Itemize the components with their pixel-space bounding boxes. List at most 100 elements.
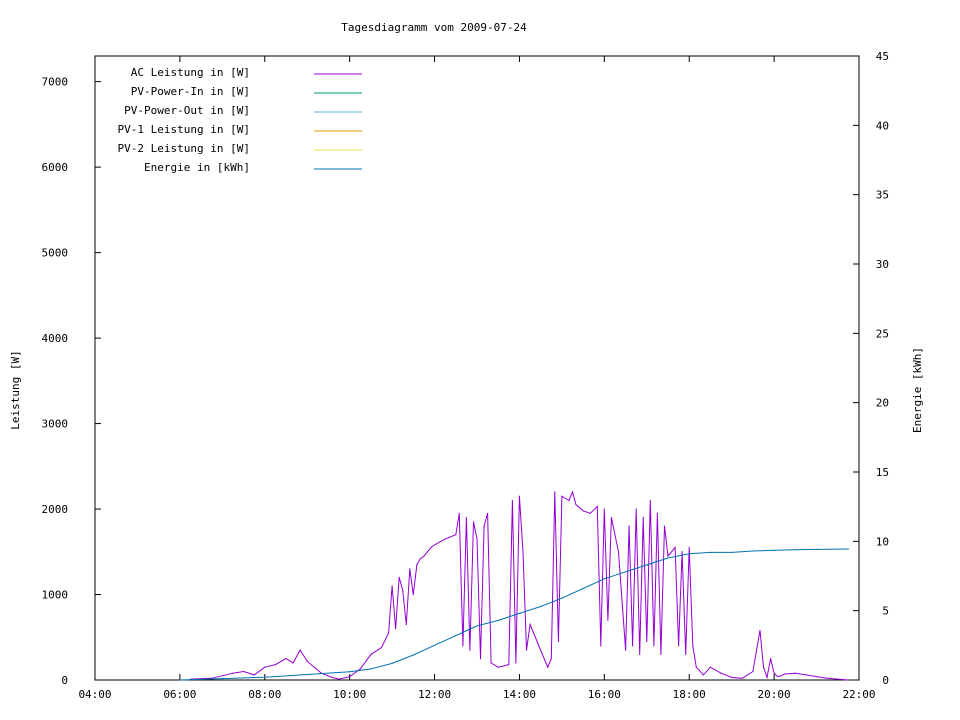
- data-point-ac-leistung-in-w: [702, 674, 704, 676]
- y2-tick-label: 20: [876, 397, 889, 410]
- data-point-ac-leistung-in-w: [444, 538, 446, 540]
- data-point-ac-leistung-in-w: [338, 678, 340, 680]
- data-point-ac-leistung-in-w: [794, 672, 796, 674]
- data-point-ac-leistung-in-w: [674, 546, 676, 549]
- data-point-ac-leistung-in-w: [575, 504, 577, 506]
- data-point-ac-leistung-in-w: [624, 649, 627, 651]
- y-tick-label: 0: [61, 674, 68, 687]
- data-point-ac-leistung-in-w: [692, 645, 694, 647]
- plot-frame: [94, 55, 860, 681]
- data-point-ac-leistung-in-w: [773, 672, 775, 674]
- data-point-ac-leistung-in-w: [299, 649, 301, 651]
- data-point-ac-leistung-in-w: [525, 649, 528, 651]
- data-point-ac-leistung-in-w: [462, 645, 464, 647]
- y2-tick-label: 35: [876, 189, 889, 202]
- data-point-ac-leistung-in-w: [720, 672, 722, 674]
- legend-label: PV-Power-In in [W]: [131, 85, 250, 98]
- data-point-ac-leistung-in-w: [469, 649, 471, 651]
- plot-border: [94, 55, 860, 681]
- data-point-energie-in-kwh: [582, 587, 584, 590]
- data-point-energie-in-kwh: [603, 578, 605, 580]
- data-point-energie-in-kwh: [847, 548, 849, 550]
- y2-tick-label: 10: [876, 535, 889, 548]
- y-tick-label: 7000: [42, 76, 69, 89]
- legend-label: Energie in [kWh]: [144, 161, 250, 174]
- data-point-ac-leistung-in-w: [600, 645, 602, 647]
- data-point-ac-leistung-in-w: [777, 675, 779, 678]
- data-point-ac-leistung-in-w: [402, 589, 404, 591]
- data-point-ac-leistung-in-w: [253, 674, 255, 676]
- data-point-ac-leistung-in-w: [433, 544, 436, 546]
- y-tick-label: 5000: [42, 247, 69, 260]
- x-tick-label: 14:00: [503, 688, 536, 701]
- data-point-energie-in-kwh: [221, 678, 223, 680]
- y2-axis-label: Energie [kWh]: [911, 347, 924, 433]
- data-point-energie-in-kwh: [391, 662, 393, 664]
- data-point-ac-leistung-in-w: [649, 499, 651, 502]
- data-point-ac-leistung-in-w: [370, 653, 372, 655]
- data-point-ac-leistung-in-w: [663, 525, 666, 527]
- data-point-ac-leistung-in-w: [285, 658, 287, 660]
- data-point-ac-leistung-in-w: [759, 629, 761, 632]
- data-point-ac-leistung-in-w: [826, 677, 828, 679]
- data-point-ac-leistung-in-w: [536, 640, 538, 643]
- series-line-ac-leistung-in-w: [190, 490, 849, 681]
- data-point-energie-in-kwh: [412, 654, 414, 656]
- data-point-ac-leistung-in-w: [769, 658, 772, 660]
- data-point-ac-leistung-in-w: [656, 512, 658, 514]
- data-point-ac-leistung-in-w: [610, 516, 613, 519]
- data-point-ac-leistung-in-w: [529, 623, 531, 626]
- y-tick-label: 4000: [42, 332, 69, 345]
- data-point-ac-leistung-in-w: [766, 676, 768, 679]
- data-point-ac-leistung-in-w: [646, 640, 648, 643]
- series-line-energie-in-kwh: [179, 548, 849, 681]
- x-tick-label: 12:00: [418, 688, 451, 701]
- data-point-ac-leistung-in-w: [695, 666, 697, 668]
- data-point-ac-leistung-in-w: [242, 670, 245, 673]
- x-tick-label: 18:00: [673, 688, 706, 701]
- data-point-ac-leistung-in-w: [603, 508, 605, 510]
- data-point-ac-leistung-in-w: [596, 505, 598, 508]
- data-point-ac-leistung-in-w: [472, 521, 475, 523]
- data-point-ac-leistung-in-w: [681, 551, 683, 553]
- data-point-ac-leistung-in-w: [508, 664, 510, 666]
- data-point-energie-in-kwh: [518, 612, 521, 615]
- y2-tick-label: 30: [876, 258, 889, 271]
- data-point-ac-leistung-in-w: [313, 666, 315, 668]
- data-point-ac-leistung-in-w: [423, 555, 425, 557]
- data-point-ac-leistung-in-w: [398, 576, 400, 579]
- data-point-ac-leistung-in-w: [660, 653, 662, 655]
- data-point-energie-in-kwh: [794, 549, 796, 551]
- legend: AC Leistung in [W] PV-Power-In in [W] PV-P…: [118, 66, 362, 174]
- data-point-energie-in-kwh: [476, 625, 478, 627]
- data-point-energie-in-kwh: [264, 676, 266, 678]
- data-point-ac-leistung-in-w: [387, 632, 390, 634]
- data-point-energie-in-kwh: [349, 671, 351, 673]
- data-point-ac-leistung-in-w: [805, 674, 807, 676]
- data-point-ac-leistung-in-w: [416, 564, 418, 566]
- x-tick-label: 20:00: [758, 688, 791, 701]
- data-point-ac-leistung-in-w: [490, 662, 492, 664]
- data-point-ac-leistung-in-w: [847, 679, 849, 681]
- data-point-ac-leistung-in-w: [784, 673, 786, 675]
- data-point-ac-leistung-in-w: [430, 546, 432, 549]
- data-point-ac-leistung-in-w: [731, 676, 733, 679]
- x-tick-label: 08:00: [248, 688, 281, 701]
- data-point-energie-in-kwh: [455, 635, 457, 637]
- data-point-energie-in-kwh: [540, 605, 542, 608]
- data-point-energie-in-kwh: [731, 551, 733, 554]
- data-point-energie-in-kwh: [179, 679, 181, 681]
- data-point-ac-leistung-in-w: [815, 675, 818, 678]
- data-point-ac-leistung-in-w: [582, 510, 584, 512]
- data-point-energie-in-kwh: [497, 619, 499, 621]
- y-tick-label: 6000: [42, 161, 69, 174]
- data-point-ac-leistung-in-w: [483, 525, 485, 527]
- data-point-ac-leistung-in-w: [487, 512, 489, 514]
- data-point-ac-leistung-in-w: [589, 512, 591, 514]
- data-point-ac-leistung-in-w: [762, 666, 765, 668]
- data-point-ac-leistung-in-w: [479, 658, 482, 660]
- y2-tick-label: 15: [876, 466, 889, 479]
- data-point-ac-leistung-in-w: [628, 525, 630, 527]
- data-point-energie-in-kwh: [624, 571, 627, 573]
